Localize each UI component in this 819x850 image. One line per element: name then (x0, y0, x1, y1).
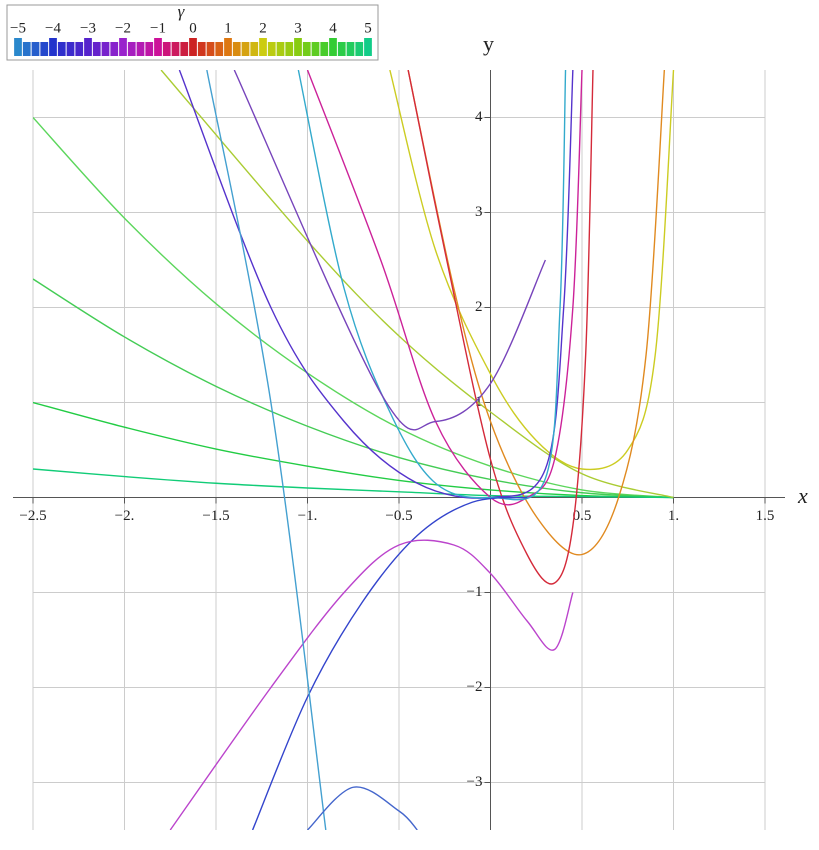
y-tick-label: 3 (475, 204, 483, 220)
colorbar-swatch (241, 42, 250, 56)
colorbar-swatch (75, 42, 84, 56)
colorbar-tick-label: 2 (259, 20, 267, 36)
colorbar-swatch (92, 42, 101, 56)
y-tick-label: −3 (467, 774, 483, 790)
colorbar-swatch (206, 42, 215, 56)
colorbar-swatch (232, 42, 241, 56)
x-tick-label: 0.5 (573, 508, 592, 524)
curve (233, 70, 547, 431)
colorbar-swatch (110, 42, 119, 56)
curve (306, 70, 583, 506)
colorbar-swatch (101, 42, 110, 56)
colorbar-swatch (14, 38, 22, 56)
x-tick-label: −2.5 (19, 508, 46, 524)
x-tick-label: −1.5 (202, 508, 229, 524)
colorbar-swatch (22, 42, 31, 56)
colorbar-title: γ (178, 2, 186, 21)
colorbar-swatch (40, 42, 49, 56)
colorbar-tick-label: 4 (329, 20, 337, 36)
colorbar-tick-label: −2 (115, 20, 131, 36)
curve (297, 70, 567, 501)
curve (251, 496, 528, 830)
x-tick-label: −0.5 (385, 508, 412, 524)
colorbar-tick-label: −5 (10, 20, 26, 36)
colorbar-tick-label: −4 (45, 20, 61, 36)
curve (160, 70, 674, 499)
colorbar-swatch (84, 38, 92, 56)
colorbar-tick-label: −1 (150, 20, 166, 36)
curve (178, 70, 574, 499)
curve (169, 539, 574, 830)
curve (33, 278, 674, 499)
colorbar-swatch (320, 42, 329, 56)
colorbar-swatch (355, 42, 364, 56)
colorbar-swatch (267, 42, 276, 56)
colorbar-tick-label: 0 (189, 20, 197, 36)
x-axis-label: x (797, 483, 808, 508)
y-tick-label: 2 (475, 299, 483, 315)
colorbar-swatch (224, 38, 232, 56)
colorbar-swatch (337, 42, 346, 56)
y-axis-label: y (483, 31, 494, 56)
colorbar-swatch (259, 38, 267, 56)
colorbar-swatch (311, 42, 320, 56)
curve (389, 70, 675, 471)
colorbar-swatch (294, 38, 302, 56)
x-tick-label: −2. (115, 508, 135, 524)
colorbar-swatch (189, 38, 197, 56)
colorbar-swatch (215, 42, 224, 56)
colorbar-swatch (136, 42, 145, 56)
x-tick-label: 1.5 (756, 508, 775, 524)
curve (206, 70, 327, 830)
curve (307, 786, 418, 830)
colorbar-tick-label: 1 (224, 20, 232, 36)
colorbar-swatch (180, 42, 189, 56)
colorbar-tick-label: 3 (294, 20, 302, 36)
colorbar-swatch (276, 42, 285, 56)
curve (33, 117, 674, 499)
x-tick-label: −1. (298, 508, 318, 524)
colorbar-swatch (250, 42, 259, 56)
curves (33, 70, 675, 830)
colorbar-swatch (154, 38, 162, 56)
colorbar-swatch (162, 42, 171, 56)
colorbar-swatch (171, 42, 180, 56)
colorbar-swatch (49, 38, 57, 56)
y-tick-label: −1 (467, 584, 483, 600)
curve (33, 468, 674, 499)
colorbar-swatch (127, 42, 136, 56)
curve (407, 70, 594, 585)
colorbar-tick-label: 5 (364, 20, 372, 36)
colorbar-swatch (197, 42, 206, 56)
colorbar-swatch (57, 42, 66, 56)
colorbar-swatch (119, 38, 127, 56)
colorbar-swatch (364, 38, 372, 56)
curve (407, 70, 666, 556)
colorbar-swatch (346, 42, 355, 56)
colorbar-swatch (329, 38, 337, 56)
y-tick-label: −2 (467, 679, 483, 695)
colorbar-swatch (145, 42, 154, 56)
y-tick-label: 4 (475, 109, 483, 125)
x-tick-label: 1. (668, 508, 679, 524)
curve (33, 401, 674, 499)
colorbar-swatch (285, 42, 294, 56)
y-tick-label: 1 (475, 394, 483, 410)
colorbar-swatch (31, 42, 40, 56)
colorbar-swatch (302, 42, 311, 56)
colorbar-swatch (66, 42, 75, 56)
colorbar-tick-label: −3 (80, 20, 96, 36)
